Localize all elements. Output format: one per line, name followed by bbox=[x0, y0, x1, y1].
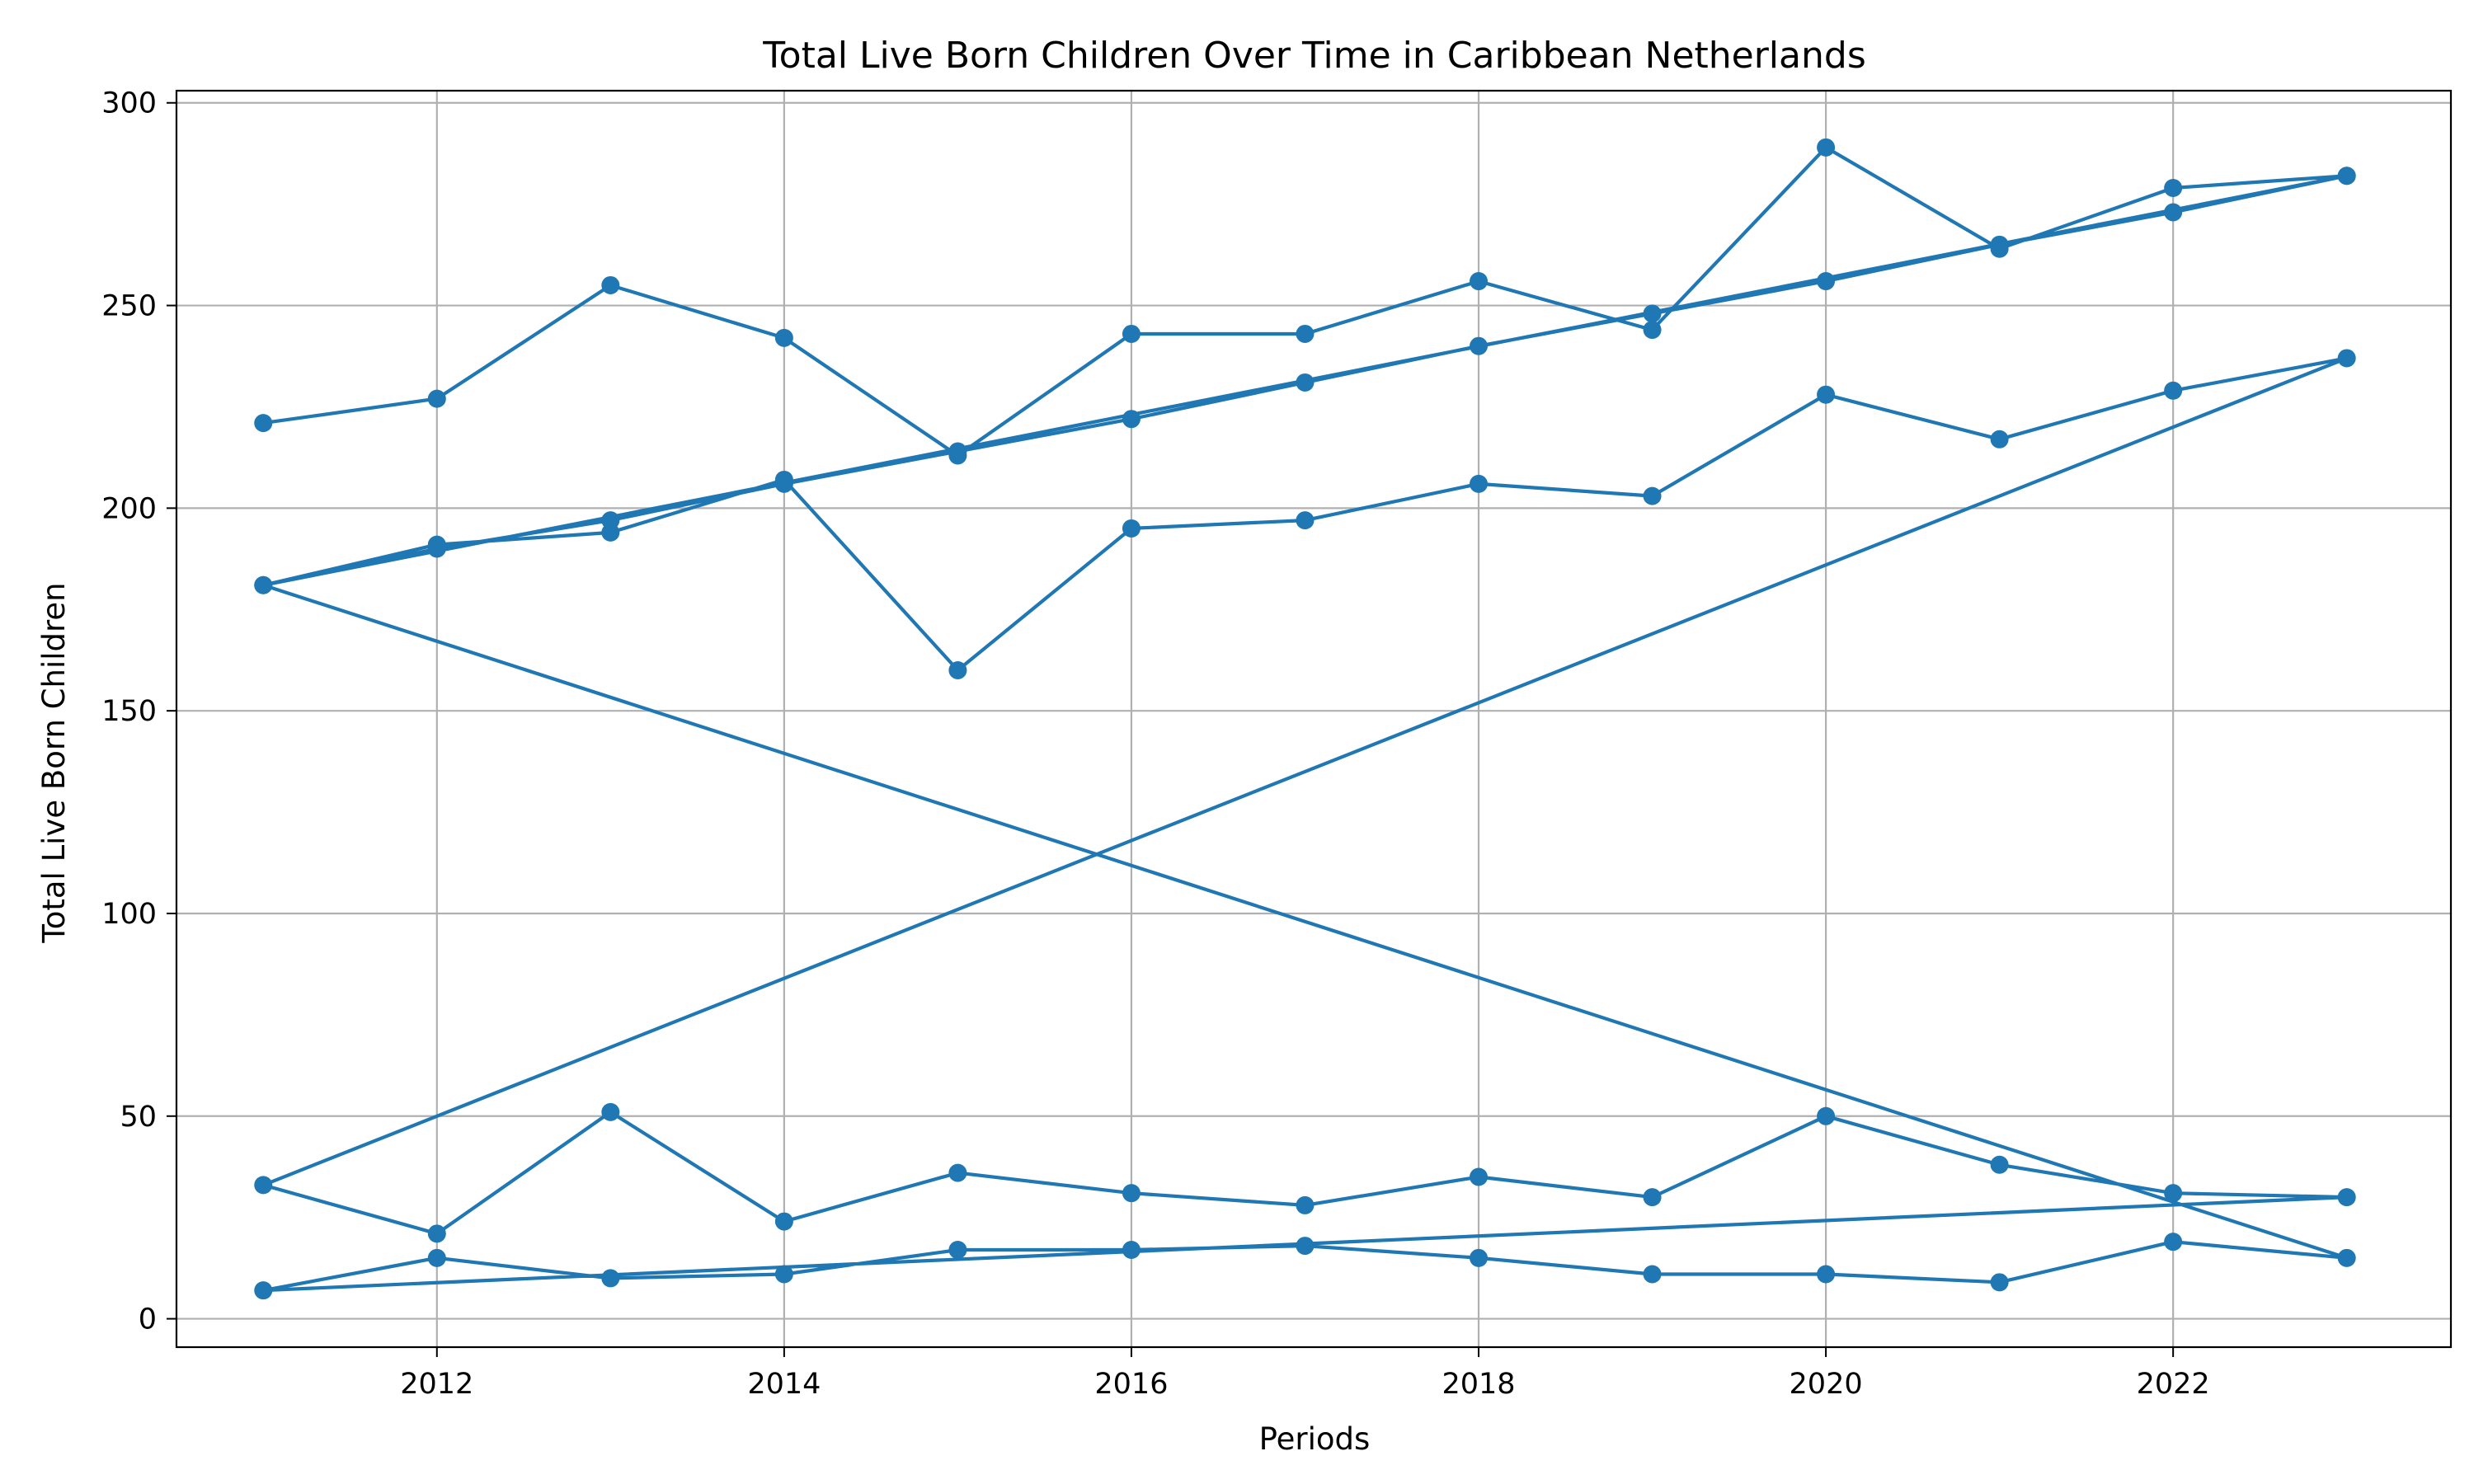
x-tick-label: 2022 bbox=[2137, 1368, 2210, 1401]
data-point bbox=[1470, 474, 1489, 493]
y-axis-label: Total Live Born Children bbox=[36, 582, 72, 943]
data-point bbox=[601, 511, 620, 530]
x-tick-label: 2016 bbox=[1094, 1368, 1168, 1401]
data-point bbox=[1470, 336, 1489, 355]
data-point bbox=[1296, 324, 1315, 343]
data-point bbox=[1122, 324, 1141, 343]
data-point bbox=[1817, 1265, 1836, 1284]
data-point bbox=[1470, 1167, 1489, 1186]
data-point bbox=[1296, 373, 1315, 392]
x-tick-label: 2012 bbox=[400, 1368, 473, 1401]
data-point bbox=[2164, 203, 2183, 222]
data-point bbox=[1470, 272, 1489, 291]
data-point bbox=[774, 1212, 793, 1231]
plot-border bbox=[175, 89, 2453, 1349]
tick-layer: 2012 2014 2016 2018 2020 2022 0 50 100 150 200 250 3… bbox=[101, 87, 2209, 1401]
data-point bbox=[1643, 486, 1662, 505]
data-point bbox=[948, 1241, 967, 1260]
data-point bbox=[1817, 272, 1836, 291]
data-point bbox=[1643, 1188, 1662, 1207]
data-point bbox=[1122, 1184, 1141, 1203]
y-tick-label: 50 bbox=[120, 1101, 157, 1134]
data-point bbox=[1990, 1273, 2009, 1292]
grid-layer bbox=[176, 91, 2451, 1347]
data-point bbox=[2337, 349, 2356, 368]
data-point bbox=[601, 1102, 620, 1121]
data-point bbox=[1643, 321, 1662, 340]
data-point bbox=[774, 1265, 793, 1284]
x-axis-label: Periods bbox=[1259, 1421, 1371, 1457]
data-point bbox=[601, 1269, 620, 1288]
data-point bbox=[2164, 1184, 2183, 1203]
y-tick-label: 150 bbox=[101, 695, 157, 728]
data-point bbox=[948, 442, 967, 461]
y-tick-label: 100 bbox=[101, 898, 157, 931]
y-tick-label: 0 bbox=[139, 1303, 157, 1336]
data-point bbox=[1122, 519, 1141, 538]
data-point bbox=[427, 1224, 446, 1243]
data-point bbox=[1122, 410, 1141, 429]
x-tick-label: 2020 bbox=[1790, 1368, 1863, 1401]
data-point bbox=[254, 1281, 273, 1300]
data-point bbox=[774, 328, 793, 347]
chart-title: Total Live Born Children Over Time in Ca… bbox=[762, 35, 1866, 77]
data-point bbox=[1296, 1237, 1315, 1256]
data-point bbox=[427, 539, 446, 558]
data-point bbox=[948, 661, 967, 680]
data-point bbox=[2164, 1233, 2183, 1252]
data-point bbox=[1470, 1248, 1489, 1267]
x-tick-label: 2018 bbox=[1442, 1368, 1515, 1401]
data-point bbox=[1990, 1155, 2009, 1174]
data-point bbox=[2337, 167, 2356, 186]
data-point bbox=[1990, 235, 2009, 254]
data-point bbox=[774, 474, 793, 493]
data-point bbox=[1122, 1241, 1141, 1260]
data-point bbox=[2337, 1188, 2356, 1207]
data-point bbox=[254, 1176, 273, 1195]
data-point bbox=[427, 1248, 446, 1267]
data-point bbox=[1817, 1106, 1836, 1125]
data-point bbox=[1643, 1265, 1662, 1284]
y-tick-label: 300 bbox=[101, 87, 157, 120]
data-point bbox=[1643, 304, 1662, 323]
data-point bbox=[1817, 138, 1836, 157]
data-point bbox=[254, 414, 273, 433]
data-point bbox=[1296, 1195, 1315, 1214]
data-point bbox=[601, 275, 620, 294]
data-point bbox=[427, 389, 446, 408]
data-point bbox=[2164, 381, 2183, 400]
y-tick-label: 200 bbox=[101, 492, 157, 525]
data-point bbox=[1817, 385, 1836, 404]
data-point bbox=[254, 575, 273, 594]
data-point bbox=[2337, 1248, 2356, 1267]
x-tick-label: 2014 bbox=[747, 1368, 821, 1401]
data-point bbox=[1296, 511, 1315, 530]
data-point bbox=[2164, 178, 2183, 197]
data-point bbox=[948, 1163, 967, 1182]
series-layer bbox=[254, 138, 2356, 1300]
y-tick-label: 250 bbox=[101, 290, 157, 323]
plot-frame bbox=[175, 89, 2453, 1349]
data-point bbox=[1990, 430, 2009, 448]
